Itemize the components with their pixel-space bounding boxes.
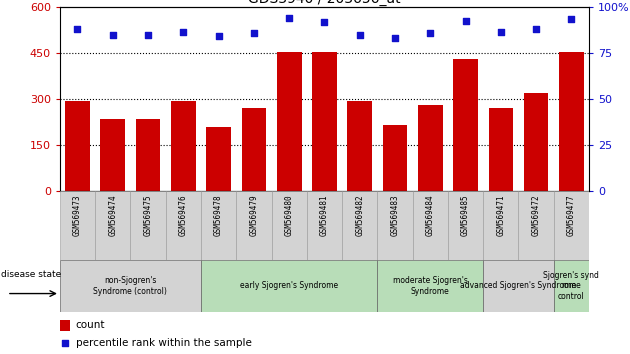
Text: GSM569475: GSM569475 (144, 194, 152, 235)
Text: early Sjogren's Syndrome: early Sjogren's Syndrome (240, 281, 338, 290)
Bar (166, 191, 201, 260)
Bar (554, 260, 589, 312)
Bar (236, 191, 272, 260)
Text: GSM569476: GSM569476 (179, 194, 188, 235)
Text: GSM569472: GSM569472 (532, 194, 541, 235)
Text: GSM569471: GSM569471 (496, 194, 505, 235)
Text: count: count (76, 320, 105, 330)
Bar (448, 191, 483, 260)
Point (178, 29, 188, 34)
Text: GSM569477: GSM569477 (567, 194, 576, 235)
Point (249, 30, 259, 36)
Bar (307, 191, 342, 260)
Bar (201, 260, 377, 312)
Point (284, 15, 294, 21)
Bar (488, 108, 513, 191)
Point (355, 32, 365, 38)
Bar (524, 93, 549, 191)
Text: moderate Sjogren's
Syndrome: moderate Sjogren's Syndrome (393, 276, 467, 296)
Point (461, 18, 471, 24)
Text: GSM569479: GSM569479 (249, 194, 258, 235)
Point (566, 17, 576, 22)
Point (425, 30, 435, 36)
Bar (377, 191, 413, 260)
Bar (241, 108, 266, 191)
Bar (171, 101, 196, 191)
Text: GSM569474: GSM569474 (108, 194, 117, 235)
Bar (312, 52, 337, 191)
Text: GSM569482: GSM569482 (355, 194, 364, 235)
Bar (60, 260, 201, 312)
Text: GSM569473: GSM569473 (73, 194, 82, 235)
Point (496, 29, 506, 34)
Bar (277, 52, 302, 191)
Bar (518, 191, 554, 260)
Bar (418, 105, 443, 191)
Bar (483, 260, 554, 312)
Bar (559, 52, 584, 191)
Bar (135, 119, 161, 191)
Bar (413, 191, 448, 260)
Bar (206, 127, 231, 191)
Bar (272, 191, 307, 260)
Point (143, 32, 153, 38)
Point (72, 26, 83, 32)
Bar (130, 191, 166, 260)
Text: advanced Sjogren's Syndrome: advanced Sjogren's Syndrome (461, 281, 576, 290)
Point (60, 340, 70, 346)
Point (108, 32, 118, 38)
Bar (100, 119, 125, 191)
Text: non-Sjogren's
Syndrome (control): non-Sjogren's Syndrome (control) (93, 276, 168, 296)
Text: GSM569481: GSM569481 (320, 194, 329, 235)
Point (390, 35, 400, 41)
Text: Sjogren's synd
rome
control: Sjogren's synd rome control (544, 271, 599, 301)
Text: GSM569480: GSM569480 (285, 194, 294, 235)
Bar (483, 191, 518, 260)
Bar (342, 191, 377, 260)
Bar (453, 59, 478, 191)
Text: disease state: disease state (1, 270, 61, 279)
Text: GSM569485: GSM569485 (461, 194, 470, 235)
Bar (201, 191, 236, 260)
Bar (60, 320, 71, 331)
Point (319, 19, 329, 25)
Text: GSM569483: GSM569483 (391, 194, 399, 235)
Title: GDS3940 / 203656_at: GDS3940 / 203656_at (248, 0, 401, 6)
Bar (554, 191, 589, 260)
Point (531, 26, 541, 32)
Bar (65, 101, 90, 191)
Bar (95, 191, 130, 260)
Point (214, 33, 224, 39)
Bar (382, 125, 408, 191)
Text: GSM569478: GSM569478 (214, 194, 223, 235)
Bar (377, 260, 483, 312)
Bar (60, 191, 95, 260)
Text: GSM569484: GSM569484 (426, 194, 435, 235)
Text: percentile rank within the sample: percentile rank within the sample (76, 338, 251, 348)
Bar (347, 101, 372, 191)
